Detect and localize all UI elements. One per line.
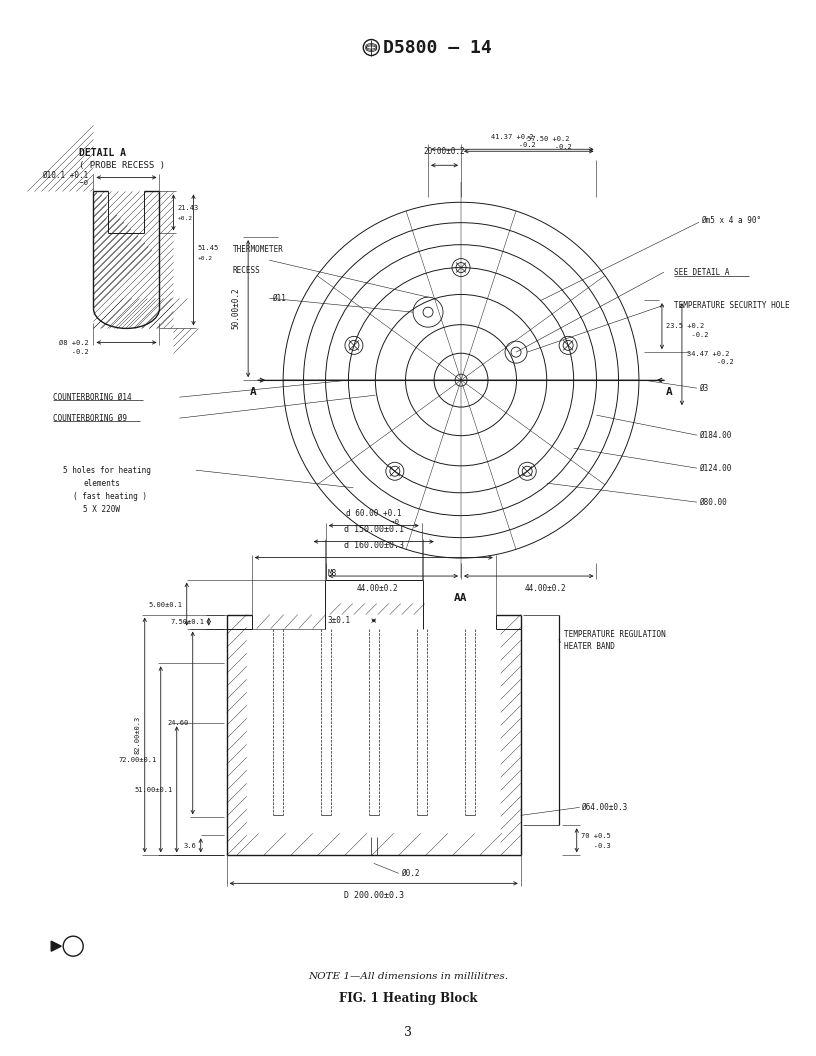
Text: 44.00±0.2: 44.00±0.2	[524, 584, 565, 593]
Text: D 200.00±0.3: D 200.00±0.3	[344, 891, 404, 901]
Text: +0.2: +0.2	[197, 256, 212, 261]
Text: AA: AA	[455, 593, 468, 603]
Text: Øm5 x 4 a 90°: Øm5 x 4 a 90°	[701, 215, 761, 225]
Text: TEMPERATURE SECURITY HOLE: TEMPERATURE SECURITY HOLE	[674, 301, 790, 309]
Text: 5 X 220W: 5 X 220W	[83, 505, 120, 513]
Text: 70 +0.5: 70 +0.5	[581, 833, 610, 840]
Text: 51.45: 51.45	[197, 245, 219, 251]
Text: 3.6: 3.6	[184, 843, 197, 849]
Text: A: A	[666, 388, 672, 397]
Text: 20.00±0.2: 20.00±0.2	[424, 147, 465, 156]
Text: -0.2: -0.2	[666, 333, 708, 338]
Text: 57.50 +0.2: 57.50 +0.2	[527, 136, 570, 143]
Text: Ø8 +0.2: Ø8 +0.2	[59, 339, 88, 345]
Text: 41.37 +0.2: 41.37 +0.2	[490, 134, 533, 140]
Text: 82.00±0.3: 82.00±0.3	[135, 716, 140, 754]
Text: RECESS: RECESS	[233, 266, 260, 276]
Text: Ø3: Ø3	[699, 383, 708, 393]
Text: d 60.00 +0.1: d 60.00 +0.1	[346, 509, 401, 517]
Text: -0.2: -0.2	[489, 143, 535, 148]
Text: A: A	[250, 388, 256, 397]
Text: 5.00±0.1: 5.00±0.1	[149, 602, 183, 608]
Text: D5800 – 14: D5800 – 14	[384, 38, 492, 57]
Text: ( PROBE RECESS ): ( PROBE RECESS )	[79, 161, 165, 170]
Text: HEATER BAND: HEATER BAND	[564, 642, 614, 652]
Polygon shape	[51, 941, 61, 951]
Text: NOTE 1—All dimensions in millilitres.: NOTE 1—All dimensions in millilitres.	[308, 972, 508, 981]
Text: d 150.00±0.1: d 150.00±0.1	[344, 525, 404, 533]
Text: SEE DETAIL A: SEE DETAIL A	[674, 267, 730, 277]
Text: COUNTERBORING Ø14: COUNTERBORING Ø14	[53, 393, 131, 401]
Text: Ø11: Ø11	[272, 294, 286, 303]
Text: 44.00±0.2: 44.00±0.2	[357, 584, 398, 593]
Text: -0.3: -0.3	[581, 843, 610, 849]
Text: 3: 3	[404, 1026, 412, 1039]
Text: 72.00±0.1: 72.00±0.1	[118, 757, 157, 763]
Text: Ø64.00±0.3: Ø64.00±0.3	[581, 803, 627, 812]
Text: +0.2: +0.2	[178, 215, 193, 221]
Text: elements: elements	[83, 478, 120, 488]
Text: Ø80.00: Ø80.00	[699, 497, 727, 507]
Text: M8: M8	[328, 569, 337, 578]
Text: 7.50±0.1: 7.50±0.1	[171, 619, 205, 624]
Text: Ø10.1 +0.1: Ø10.1 +0.1	[42, 171, 88, 180]
Text: -0.2: -0.2	[59, 350, 88, 356]
Text: 23.5 +0.2: 23.5 +0.2	[666, 323, 704, 329]
Text: -0.2: -0.2	[525, 145, 571, 150]
Text: Ø184.00: Ø184.00	[699, 431, 731, 439]
Text: Ø124.00: Ø124.00	[699, 464, 731, 473]
Text: TEMPERATURE REGULATION: TEMPERATURE REGULATION	[564, 630, 666, 639]
Text: 3±0.1: 3±0.1	[327, 616, 350, 625]
Text: 50.00±0.2: 50.00±0.2	[231, 287, 240, 329]
Text: 34.47 +0.2: 34.47 +0.2	[687, 352, 730, 357]
Text: COUNTERBORING Ø9: COUNTERBORING Ø9	[53, 414, 127, 422]
Text: 5 holes for heating: 5 holes for heating	[63, 466, 151, 474]
Text: -0.2: -0.2	[687, 359, 734, 365]
Text: 24.60: 24.60	[167, 720, 188, 727]
Text: Ø0.2: Ø0.2	[401, 869, 419, 878]
Text: THERMOMETER: THERMOMETER	[233, 245, 283, 254]
Text: FIG. 1 Heating Block: FIG. 1 Heating Block	[339, 992, 477, 1004]
Text: DETAIL A: DETAIL A	[79, 149, 126, 158]
Text: d 160.00±0.3: d 160.00±0.3	[344, 541, 404, 549]
Text: ( fast heating ): ( fast heating )	[73, 492, 147, 501]
Text: 21.43: 21.43	[178, 205, 199, 211]
Text: 51.00±0.1: 51.00±0.1	[135, 787, 173, 793]
Text: −0: −0	[348, 518, 399, 525]
Text: −0: −0	[38, 181, 88, 187]
